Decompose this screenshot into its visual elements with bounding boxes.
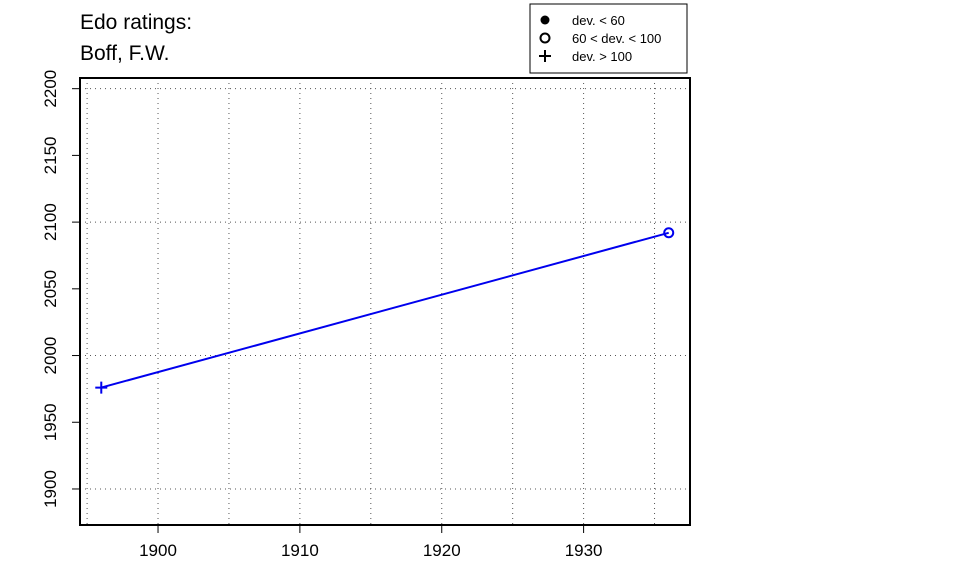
y-tick-label-2200: 2200 bbox=[41, 70, 60, 108]
legend-label-0: dev. < 60 bbox=[572, 13, 625, 28]
series-line-0 bbox=[101, 231, 669, 389]
legend-box bbox=[529, 3, 688, 74]
chart-title-line-2: Boff, F.W. bbox=[80, 42, 169, 65]
legend-label-2: dev. > 100 bbox=[572, 49, 632, 64]
y-tick-label-2000: 2000 bbox=[41, 337, 60, 375]
y-tick-label-1950: 1950 bbox=[41, 403, 60, 441]
chart-title-line-1: Edo ratings: bbox=[80, 11, 192, 34]
y-tick-label-2150: 2150 bbox=[41, 136, 60, 174]
series-layer bbox=[95, 227, 675, 394]
y-tick-label-2100: 2100 bbox=[41, 203, 60, 241]
grid-lines bbox=[80, 78, 690, 525]
legend-label-1: 60 < dev. < 100 bbox=[572, 31, 661, 46]
x-tick-label-1900: 1900 bbox=[139, 541, 177, 560]
plot-frame bbox=[79, 77, 691, 526]
x-tick-label-1920: 1920 bbox=[423, 541, 461, 560]
data-point-0 bbox=[95, 381, 108, 394]
legend-symbol-2 bbox=[539, 50, 551, 62]
y-tick-label-1900: 1900 bbox=[41, 470, 60, 508]
legend-symbol-1 bbox=[539, 32, 551, 44]
x-tick-label-1910: 1910 bbox=[281, 541, 319, 560]
legend: dev. < 60 60 < dev. < 100 dev. > 100 bbox=[529, 3, 688, 74]
legend-symbol-0 bbox=[540, 15, 550, 25]
y-tick-label-2050: 2050 bbox=[41, 270, 60, 308]
axes: 1900 1910 1920 1930 1900 1950 2000 2050 2100 2150… bbox=[41, 70, 691, 560]
x-tick-label-1930: 1930 bbox=[565, 541, 603, 560]
data-point-1 bbox=[663, 227, 675, 239]
